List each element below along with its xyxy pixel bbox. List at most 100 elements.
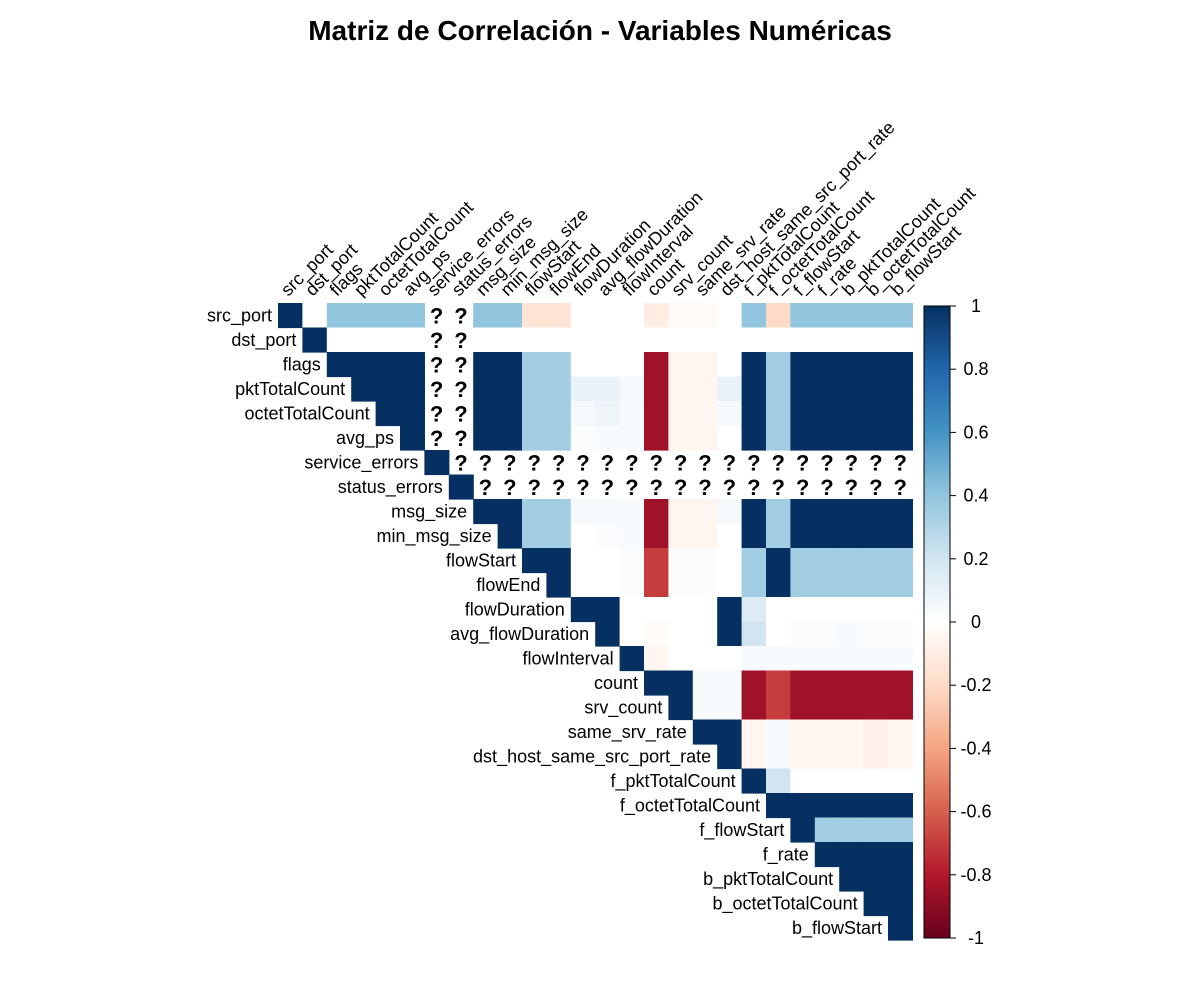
heatmap-cell	[595, 523, 621, 549]
heatmap-cell	[717, 376, 743, 402]
heatmap-cell	[863, 842, 889, 868]
heatmap-cell	[546, 499, 572, 525]
missing-value-mark: ?	[503, 450, 516, 475]
heatmap-cell	[839, 523, 865, 549]
heatmap-cell	[692, 548, 718, 574]
heatmap-cell	[863, 891, 889, 917]
heatmap-cell	[717, 523, 743, 549]
missing-value-mark: ?	[747, 475, 760, 500]
heatmap-cell	[644, 376, 669, 402]
missing-value-mark: ?	[771, 475, 784, 500]
heatmap-cell	[888, 376, 913, 402]
heatmap-cell	[448, 474, 474, 500]
heatmap-cell	[766, 793, 791, 819]
missing-value-mark: ?	[527, 450, 540, 475]
heatmap-cell	[692, 376, 718, 402]
heatmap-cell	[351, 352, 377, 378]
heatmap-cell	[522, 548, 547, 574]
missing-value-mark: ?	[601, 475, 614, 500]
heatmap-cell	[839, 842, 865, 868]
heatmap-cell	[888, 303, 913, 329]
heatmap-cell	[351, 303, 377, 329]
heatmap-cell	[546, 572, 572, 598]
heatmap-cell	[863, 793, 889, 819]
heatmap-cell	[400, 425, 425, 451]
heatmap-cell	[570, 548, 596, 574]
heatmap-cell	[692, 670, 718, 696]
heatmap-cell	[570, 597, 596, 623]
heatmap-cell	[595, 352, 621, 378]
row-label: srv_count	[584, 697, 662, 718]
heatmap-cell	[497, 303, 523, 329]
heatmap-cell	[839, 719, 865, 745]
heatmap-cell	[888, 817, 913, 843]
heatmap-cell	[839, 670, 865, 696]
row-label: src_port	[207, 305, 272, 326]
heatmap-cell	[351, 327, 377, 353]
heatmap-cell	[619, 597, 645, 623]
heatmap-cell	[741, 744, 767, 770]
heatmap-cell	[888, 621, 913, 647]
heatmap-cell	[668, 352, 694, 378]
heatmap-cell	[595, 621, 621, 647]
row-label: dst_port	[231, 330, 296, 351]
heatmap-cell	[839, 401, 865, 427]
heatmap-cell	[888, 327, 913, 353]
heatmap-cell	[522, 499, 547, 525]
missing-value-mark: ?	[771, 450, 784, 475]
row-label: pktTotalCount	[235, 379, 345, 399]
missing-value-mark: ?	[893, 475, 906, 500]
missing-value-mark: ?	[454, 303, 467, 328]
row-label: dst_host_same_src_port_rate	[473, 746, 711, 767]
heatmap-cell	[546, 327, 572, 353]
heatmap-cell	[473, 327, 499, 353]
heatmap-cell	[863, 327, 889, 353]
missing-value-mark: ?	[454, 328, 467, 353]
heatmap-cell	[668, 670, 694, 696]
heatmap-cell	[888, 768, 913, 794]
heatmap-cell	[863, 548, 889, 574]
heatmap-cell	[839, 548, 865, 574]
heatmap-cell	[888, 670, 913, 696]
heatmap-cell	[644, 621, 669, 647]
heatmap-cell	[717, 621, 743, 647]
heatmap-cell	[595, 401, 621, 427]
heatmap-cell	[814, 695, 840, 721]
heatmap-cell	[766, 597, 791, 623]
heatmap-cell	[473, 352, 499, 378]
heatmap-cell	[400, 327, 425, 353]
heatmap-cell	[814, 621, 840, 647]
missing-value-mark: ?	[649, 450, 662, 475]
heatmap-cell	[644, 401, 669, 427]
heatmap-cell	[668, 597, 694, 623]
heatmap-cell	[692, 327, 718, 353]
missing-value-mark: ?	[430, 303, 443, 328]
heatmap-cell	[619, 499, 645, 525]
heatmap-cell	[668, 401, 694, 427]
heatmap-cell	[814, 572, 840, 598]
missing-value-mark: ?	[430, 377, 443, 402]
heatmap-cell	[766, 523, 791, 549]
heatmap-cell	[814, 817, 840, 843]
heatmap-cell	[644, 548, 669, 574]
heatmap-cell	[473, 425, 499, 451]
heatmap-cell	[863, 817, 889, 843]
heatmap-cell	[766, 303, 791, 329]
missing-value-mark: ?	[454, 426, 467, 451]
heatmap-cell	[570, 352, 596, 378]
heatmap-cell	[400, 401, 425, 427]
heatmap-cell	[473, 303, 499, 329]
heatmap-cell	[863, 744, 889, 770]
heatmap-cell	[497, 499, 523, 525]
heatmap-cell	[570, 499, 596, 525]
heatmap-cell	[497, 401, 523, 427]
missing-value-mark: ?	[479, 450, 492, 475]
heatmap-cell	[473, 499, 499, 525]
heatmap-cell	[522, 352, 547, 378]
missing-value-mark: ?	[723, 450, 736, 475]
colorbar-tick-label: 0.8	[963, 359, 988, 379]
heatmap-cell	[619, 548, 645, 574]
heatmap-cell	[692, 621, 718, 647]
heatmap-cell	[692, 695, 718, 721]
